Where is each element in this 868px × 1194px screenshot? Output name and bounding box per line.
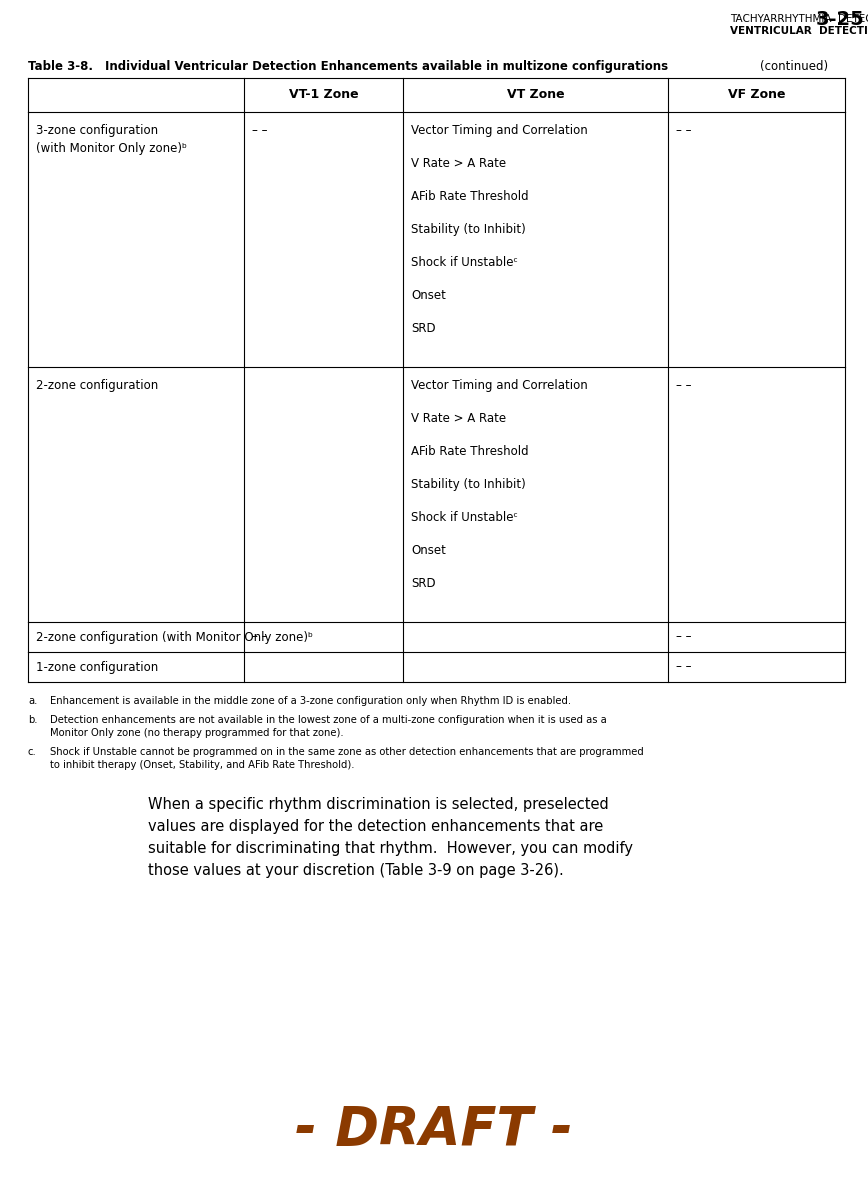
Text: – –: – – [676,630,692,644]
Text: c.: c. [28,747,36,757]
Text: Stability (to Inhibit): Stability (to Inhibit) [411,478,526,491]
Text: Enhancement is available in the middle zone of a 3-zone configuration only when : Enhancement is available in the middle z… [50,696,571,706]
Text: SRD: SRD [411,322,436,336]
Text: 1-zone configuration: 1-zone configuration [36,660,158,673]
Text: AFib Rate Threshold: AFib Rate Threshold [411,445,529,458]
Text: 2-zone configuration (with Monitor Only zone)ᵇ: 2-zone configuration (with Monitor Only … [36,630,313,644]
Text: Vector Timing and Correlation: Vector Timing and Correlation [411,124,588,137]
Text: SRD: SRD [411,577,436,590]
Text: – –: – – [676,378,692,392]
Text: a.: a. [28,696,37,706]
Text: 3-25: 3-25 [816,10,865,29]
Text: (continued): (continued) [760,60,828,73]
Text: Stability (to Inhibit): Stability (to Inhibit) [411,223,526,236]
Text: Shock if Unstable cannot be programmed on in the same zone as other detection en: Shock if Unstable cannot be programmed o… [50,747,644,757]
Text: – –: – – [676,124,692,137]
Text: V Rate > A Rate: V Rate > A Rate [411,156,506,170]
Text: Vector Timing and Correlation: Vector Timing and Correlation [411,378,588,392]
Text: b.: b. [28,715,37,725]
Text: VT Zone: VT Zone [507,88,564,101]
Text: Table 3-8.: Table 3-8. [28,60,93,73]
Text: Shock if Unstableᶜ: Shock if Unstableᶜ [411,256,518,269]
Text: Monitor Only zone (no therapy programmed for that zone).: Monitor Only zone (no therapy programmed… [50,728,344,738]
Text: those values at your discretion (Table 3-9 on page 3-26).: those values at your discretion (Table 3… [148,863,563,878]
Text: Onset: Onset [411,544,446,556]
Text: VENTRICULAR  DETECTION: VENTRICULAR DETECTION [730,26,868,36]
Text: Individual Ventricular Detection Enhancements available in multizone configurati: Individual Ventricular Detection Enhance… [105,60,668,73]
Text: AFib Rate Threshold: AFib Rate Threshold [411,190,529,203]
Text: Onset: Onset [411,289,446,302]
Text: 2-zone configuration: 2-zone configuration [36,378,158,392]
Text: - DRAFT -: - DRAFT - [295,1104,573,1156]
Text: 3-zone configuration
(with Monitor Only zone)ᵇ: 3-zone configuration (with Monitor Only … [36,124,187,155]
Text: VF Zone: VF Zone [727,88,786,101]
Text: suitable for discriminating that rhythm.  However, you can modify: suitable for discriminating that rhythm.… [148,841,633,856]
Text: VT-1 Zone: VT-1 Zone [289,88,358,101]
Text: When a specific rhythm discrimination is selected, preselected: When a specific rhythm discrimination is… [148,798,608,812]
Text: Shock if Unstableᶜ: Shock if Unstableᶜ [411,511,518,524]
Text: values are displayed for the detection enhancements that are: values are displayed for the detection e… [148,819,603,833]
Text: – –: – – [252,124,267,137]
Text: TACHYARRHYTHMIA  DETECTION: TACHYARRHYTHMIA DETECTION [730,14,868,24]
Text: to inhibit therapy (Onset, Stability, and AFib Rate Threshold).: to inhibit therapy (Onset, Stability, an… [50,761,354,770]
Text: Detection enhancements are not available in the lowest zone of a multi-zone conf: Detection enhancements are not available… [50,715,607,725]
Text: – –: – – [676,660,692,673]
Text: V Rate > A Rate: V Rate > A Rate [411,412,506,425]
Text: – –: – – [252,630,267,644]
